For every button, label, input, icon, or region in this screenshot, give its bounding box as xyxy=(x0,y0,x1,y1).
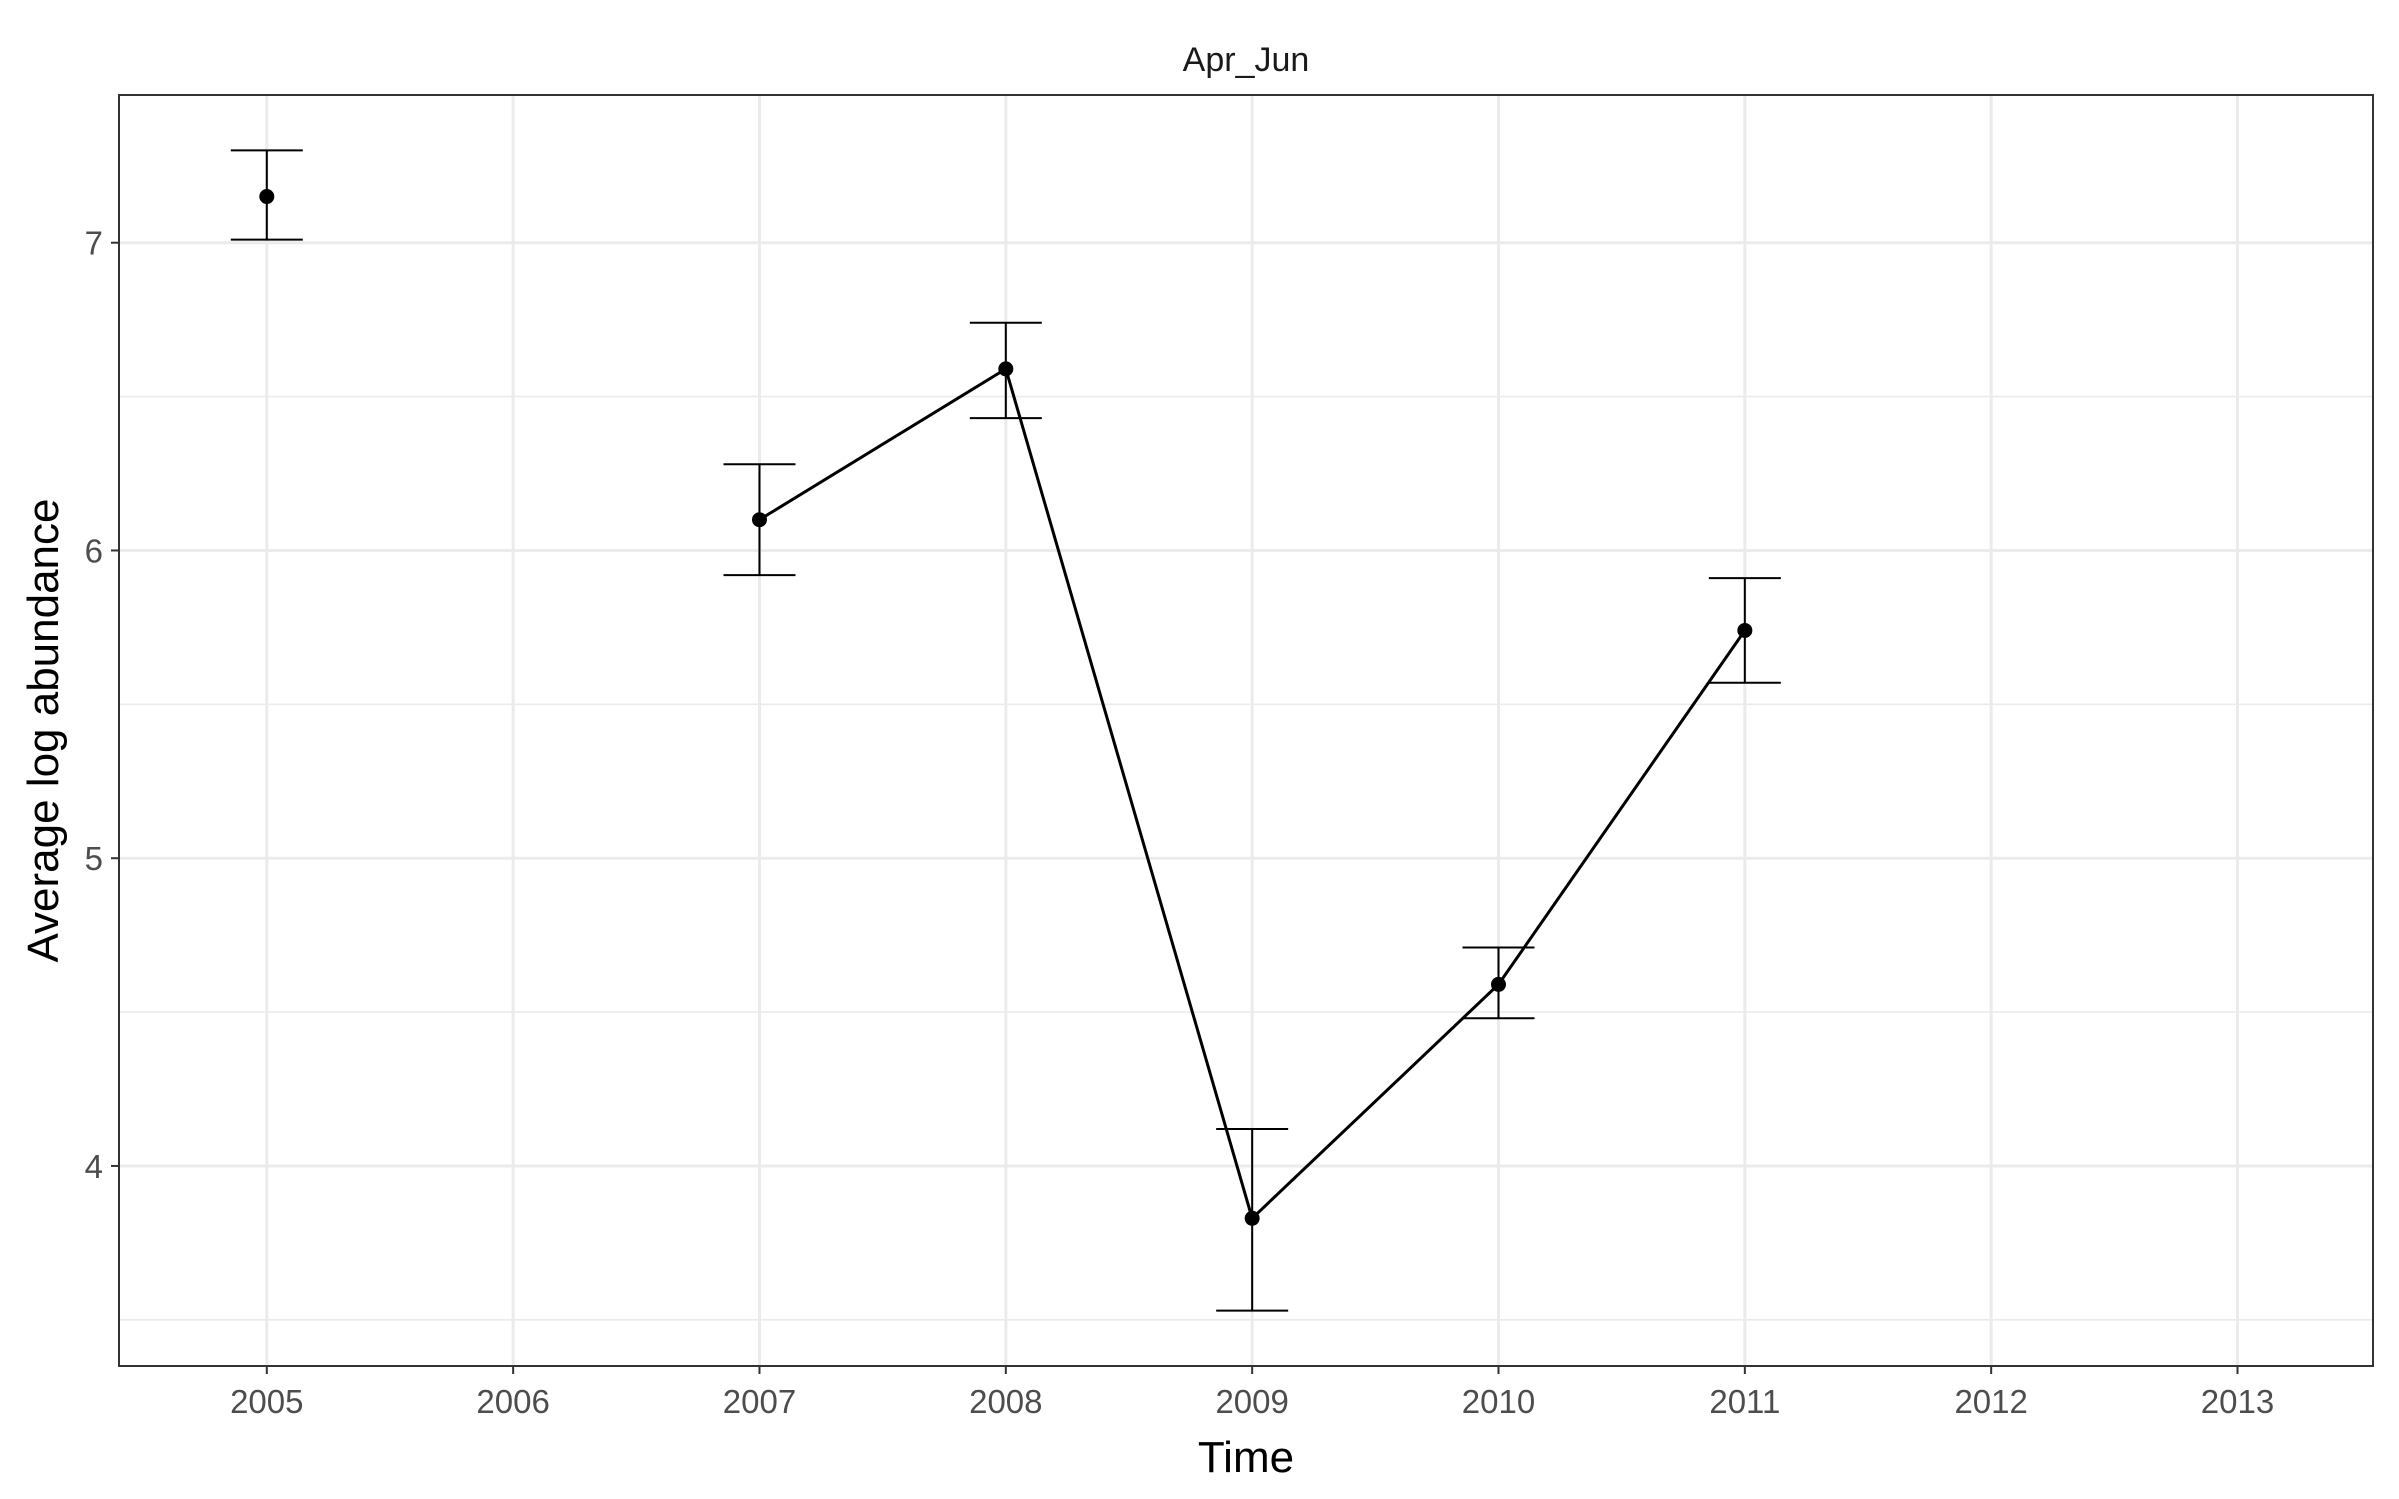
y-tick-label: 4 xyxy=(85,1148,103,1185)
x-tick-label: 2006 xyxy=(476,1383,549,1420)
x-tick-label: 2008 xyxy=(969,1383,1042,1420)
grid xyxy=(119,95,2373,1366)
data-marks xyxy=(230,149,1781,1312)
x-tick-label: 2012 xyxy=(1954,1383,2027,1420)
plot-panel-border xyxy=(118,94,2374,1367)
x-tick-label: 2013 xyxy=(2201,1383,2274,1420)
y-tick-label: 6 xyxy=(85,532,103,569)
y-axis-title: Average log abundance xyxy=(19,498,68,962)
y-tick-label: 7 xyxy=(85,225,103,262)
data-point xyxy=(751,512,767,528)
x-tick-label: 2011 xyxy=(1709,1383,1780,1420)
axes: 4 5 6 7 2005 2006 2007 2008 2009 2010 2011 2012 2013 xyxy=(85,225,2275,1420)
data-point xyxy=(259,189,275,205)
x-tick-label: 2009 xyxy=(1215,1383,1288,1420)
y-tick-label: 5 xyxy=(85,840,103,877)
facet-title: Apr_Jun xyxy=(1183,41,1310,79)
x-tick-label: 2005 xyxy=(230,1383,303,1420)
x-axis-title: Time xyxy=(1198,1433,1294,1482)
data-point xyxy=(1490,976,1506,992)
data-point xyxy=(1244,1210,1260,1226)
x-tick-label: 2007 xyxy=(723,1383,796,1420)
x-tick-label: 2010 xyxy=(1462,1383,1535,1420)
data-point xyxy=(998,361,1014,377)
data-point xyxy=(1737,622,1753,638)
